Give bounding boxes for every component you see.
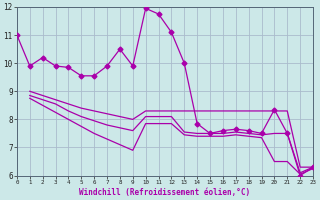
X-axis label: Windchill (Refroidissement éolien,°C): Windchill (Refroidissement éolien,°C) <box>79 188 251 197</box>
